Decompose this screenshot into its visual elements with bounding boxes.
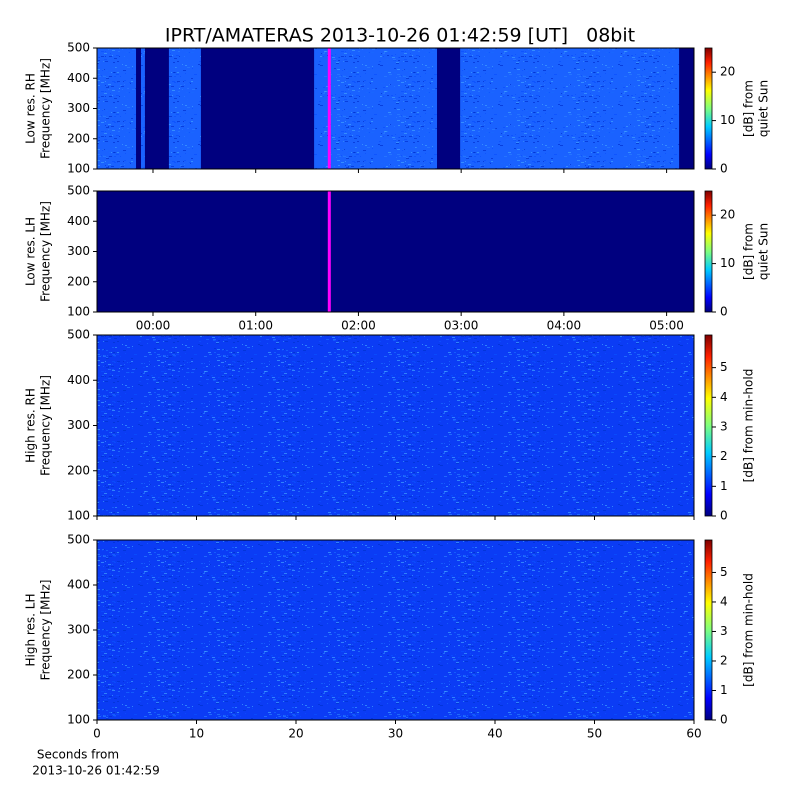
colorbar-tick-label: 20 (720, 65, 735, 79)
heatmap (97, 191, 694, 312)
x-axis-label: Seconds from (37, 748, 119, 762)
colorbar-tick-label: 10 (720, 256, 735, 270)
y-tick-label: 300 (67, 101, 90, 115)
colorbar-tick-label: 0 (720, 509, 728, 523)
y-tick-label: 200 (67, 463, 90, 477)
colorbar-tick-label: 3 (720, 624, 728, 638)
x-tick-label: 40 (487, 727, 502, 741)
colorbar (704, 334, 713, 517)
colorbar-tick-label: 10 (720, 113, 735, 127)
colorbar-tick-label: 3 (720, 419, 728, 433)
colorbar-tick-label: 0 (720, 162, 728, 176)
x-tick-label: 00:00 (136, 319, 171, 333)
data-gap (144, 48, 169, 169)
y-tick-label: 100 (67, 509, 90, 523)
y-axis-label: Low res. RH (24, 73, 38, 144)
data-gap (437, 48, 461, 169)
data-gap (679, 48, 694, 169)
y-tick-label: 400 (67, 71, 90, 85)
colorbar-tick-label: 2 (720, 449, 728, 463)
colorbar-tick-label: 20 (720, 208, 735, 222)
y-tick-label: 200 (67, 274, 90, 288)
y-tick-label: 500 (67, 328, 90, 342)
y-axis-label: Frequency [MHz] (39, 375, 53, 476)
heatmap-texture (97, 335, 694, 516)
y-tick-label: 200 (67, 131, 90, 145)
colorbar-tick-label: 2 (720, 653, 728, 667)
y-tick-label: 400 (67, 578, 90, 592)
colorbar-tick-label: 4 (720, 390, 728, 404)
colorbar-tick-label: 5 (720, 565, 728, 579)
colorbar-tick-label: 0 (720, 713, 728, 727)
colorbar-tick-label: 1 (720, 479, 728, 493)
y-tick-label: 400 (67, 214, 90, 228)
y-tick-label: 500 (67, 533, 90, 547)
data-gap (136, 48, 142, 169)
y-axis-label: High res. RH (24, 388, 38, 463)
y-tick-label: 100 (67, 713, 90, 727)
y-tick-label: 500 (67, 184, 90, 198)
y-tick-label: 100 (67, 305, 90, 319)
colorbar-label: quiet Sun (757, 80, 771, 137)
y-tick-label: 400 (67, 373, 90, 387)
colorbar (704, 190, 713, 313)
y-tick-label: 300 (67, 244, 90, 258)
y-tick-label: 200 (67, 668, 90, 682)
colorbar-label: [dB] from (742, 80, 756, 137)
x-tick-label: 04:00 (547, 319, 582, 333)
y-axis-label: Frequency [MHz] (39, 58, 53, 159)
time-cursor (327, 48, 331, 169)
x-tick-label: 60 (686, 727, 701, 741)
x-tick-label: 50 (587, 727, 602, 741)
x-tick-label: 0 (93, 727, 101, 741)
colorbar-label: [dB] from min-hold (742, 369, 756, 483)
y-tick-label: 300 (67, 623, 90, 637)
colorbar-label: [dB] from (742, 223, 756, 280)
colorbar-tick-label: 1 (720, 683, 728, 697)
panel: 100 200 300 400 500 High res. RH Frequency [MH… (24, 328, 756, 523)
x-tick-label: 10 (189, 727, 204, 741)
x-tick-label: 20 (288, 727, 303, 741)
x-tick-label: 30 (388, 727, 403, 741)
heatmap-texture (97, 48, 694, 169)
x-tick-label: 01:00 (238, 319, 273, 333)
colorbar-tick-label: 0 (720, 305, 728, 319)
y-tick-label: 300 (67, 418, 90, 432)
colorbar (704, 47, 713, 170)
data-gap (200, 48, 315, 169)
y-tick-label: 500 (67, 41, 90, 55)
y-tick-label: 100 (67, 162, 90, 176)
colorbar-tick-label: 4 (720, 594, 728, 608)
x-tick-label: 03:00 (444, 319, 479, 333)
heatmap-texture (97, 540, 694, 720)
x-axis-label: 2013-10-26 01:42:59 (32, 764, 159, 778)
colorbar (704, 539, 713, 721)
colorbar-label: quiet Sun (757, 223, 771, 280)
colorbar-label: [dB] from min-hold (742, 573, 756, 687)
colorbar-tick-label: 5 (720, 360, 728, 374)
y-axis-label: Frequency [MHz] (39, 580, 53, 681)
y-axis-label: Frequency [MHz] (39, 201, 53, 302)
y-axis-label: Low res. LH (24, 217, 38, 286)
x-tick-label: 02:00 (341, 319, 376, 333)
chart-title: IPRT/AMATERAS 2013-10-26 01:42:59 [UT] 0… (165, 25, 635, 47)
time-cursor (327, 191, 331, 312)
y-axis-label: High res. LH (24, 593, 38, 666)
x-tick-label: 05:00 (649, 319, 684, 333)
